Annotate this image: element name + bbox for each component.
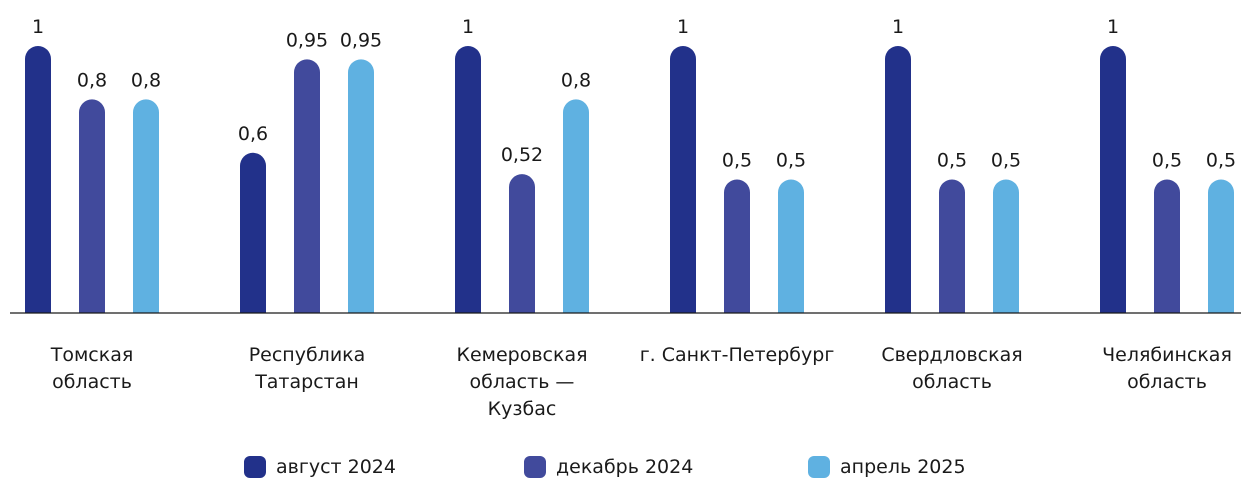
data-label: 0,95 bbox=[286, 29, 328, 51]
category-label: Свердловская bbox=[881, 344, 1022, 366]
data-label: 0,5 bbox=[1152, 150, 1182, 172]
bar bbox=[1154, 179, 1180, 313]
bar bbox=[1100, 46, 1126, 313]
bar bbox=[25, 46, 51, 313]
data-label: 0,95 bbox=[340, 29, 382, 51]
bar bbox=[1208, 179, 1234, 313]
category-label: Республика bbox=[249, 344, 366, 366]
data-label: 1 bbox=[1107, 16, 1119, 38]
bar bbox=[885, 46, 911, 313]
bar bbox=[670, 46, 696, 313]
bar bbox=[348, 59, 374, 313]
data-label: 0,6 bbox=[238, 123, 268, 145]
data-label: 0,8 bbox=[561, 69, 591, 91]
legend-label: август 2024 bbox=[276, 456, 396, 478]
bar bbox=[294, 59, 320, 313]
legend-swatch bbox=[524, 456, 546, 478]
legend-item: апрель 2025 bbox=[808, 456, 966, 478]
bar bbox=[778, 179, 804, 313]
data-label: 0,5 bbox=[722, 150, 752, 172]
bar bbox=[563, 99, 589, 313]
category-label: Татарстан bbox=[254, 371, 359, 393]
bar bbox=[79, 99, 105, 313]
legend-label: апрель 2025 bbox=[840, 456, 966, 478]
chart-legend: август 2024 декабрь 2024 апрель 2025 bbox=[0, 456, 1241, 482]
bar bbox=[993, 179, 1019, 313]
data-label: 1 bbox=[677, 16, 689, 38]
category-label: область bbox=[1127, 371, 1207, 393]
category-label: область — bbox=[470, 371, 575, 393]
bar bbox=[724, 179, 750, 313]
bar bbox=[939, 179, 965, 313]
category-label: Томская bbox=[50, 344, 134, 366]
legend-label: декабрь 2024 bbox=[556, 456, 694, 478]
legend-swatch bbox=[244, 456, 266, 478]
data-label: 1 bbox=[32, 16, 44, 38]
data-label: 1 bbox=[462, 16, 474, 38]
data-label: 0,5 bbox=[776, 150, 806, 172]
category-label: область bbox=[912, 371, 992, 393]
data-label: 1 bbox=[892, 16, 904, 38]
bar bbox=[509, 174, 535, 313]
data-label: 0,8 bbox=[77, 69, 107, 91]
category-label: Кемеровская bbox=[456, 344, 587, 366]
legend-swatch bbox=[808, 456, 830, 478]
data-label: 0,5 bbox=[937, 150, 967, 172]
bar bbox=[133, 99, 159, 313]
data-label: 0,52 bbox=[501, 144, 543, 166]
category-label: г. Санкт-Петербург bbox=[640, 344, 835, 366]
data-label: 0,8 bbox=[131, 69, 161, 91]
legend-item: декабрь 2024 bbox=[524, 456, 693, 478]
bar bbox=[455, 46, 481, 313]
legend-item: август 2024 bbox=[244, 456, 396, 478]
category-label: Кузбас bbox=[488, 398, 557, 420]
data-label: 0,5 bbox=[991, 150, 1021, 172]
data-label: 0,5 bbox=[1206, 150, 1236, 172]
category-label: область bbox=[52, 371, 132, 393]
bar bbox=[240, 152, 266, 313]
category-label: Челябинская bbox=[1102, 344, 1232, 366]
